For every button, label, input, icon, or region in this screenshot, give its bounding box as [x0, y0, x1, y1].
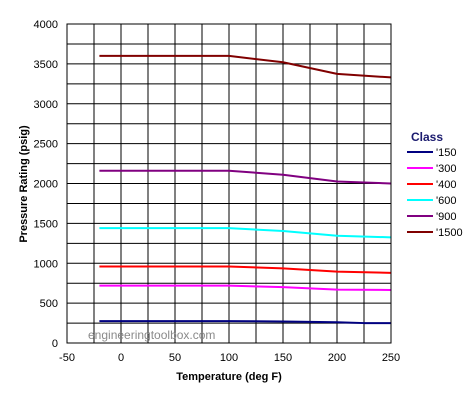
series-line-class-900: [99, 169, 392, 185]
series-line-class-400: [99, 265, 392, 274]
y-tick-label: 1000: [34, 258, 58, 270]
x-tick-label: 100: [220, 352, 238, 364]
watermark: engineeringtoolbox.com: [88, 328, 215, 342]
y-tick-label: 3500: [34, 59, 58, 71]
y-tick-label: 2500: [34, 139, 58, 151]
x-tick-label: -50: [59, 352, 75, 364]
series-line-class-300: [99, 284, 392, 291]
y-axis-title: Pressure Rating (psig): [18, 125, 30, 243]
y-tick-label: 3000: [34, 99, 58, 111]
legend-label: '400: [436, 179, 456, 191]
legend: '150 '300 '400 '600 '900 '1500: [407, 147, 463, 239]
legend-label: '150: [436, 147, 456, 159]
series-line-class-150: [99, 320, 391, 325]
legend-label: '900: [436, 211, 456, 223]
x-tick-label: 150: [274, 352, 292, 364]
y-tick-label: 500: [40, 298, 58, 310]
x-tick-label: 50: [169, 352, 181, 364]
y-tick-label: 0: [52, 338, 58, 350]
x-tick-label: 250: [382, 352, 400, 364]
x-axis-ticks: -50 0 50 100 150 200 250: [59, 352, 400, 364]
series-line-class-600: [99, 227, 392, 239]
y-axis-ticks: 0 500 1000 1500 2000 2500 3000 3500 4000: [34, 19, 58, 350]
y-tick-label: 4000: [34, 19, 58, 31]
legend-title: Class: [411, 130, 443, 144]
legend-label: '300: [436, 163, 456, 175]
plot-area-border: [66, 23, 392, 344]
legend-label: '1500: [436, 227, 463, 239]
legend-label: '600: [436, 195, 456, 207]
x-tick-label: 200: [328, 352, 346, 364]
y-tick-label: 1500: [34, 218, 58, 230]
x-tick-label: 0: [118, 352, 124, 364]
y-tick-label: 2000: [34, 179, 58, 191]
series-line-class-1500: [99, 54, 392, 79]
series-lines: [99, 54, 392, 325]
x-axis-title: Temperature (deg F): [176, 371, 282, 383]
